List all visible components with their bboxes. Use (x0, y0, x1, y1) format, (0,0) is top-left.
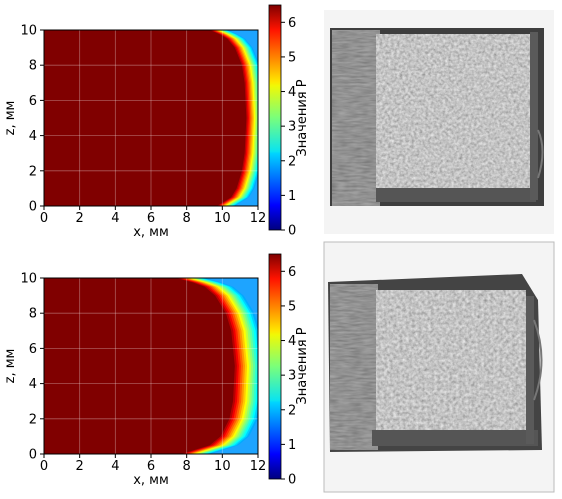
dark-end-region (330, 284, 378, 450)
z-tick-label: 10 (20, 24, 37, 39)
colorbar-tick-label: 0 (288, 224, 296, 239)
heatmap-contour (44, 278, 235, 454)
x-tick-label: 8 (183, 211, 191, 226)
z-tick-label: 4 (29, 377, 37, 392)
z-tick-label: 8 (29, 307, 37, 322)
x-tick-label: 0 (40, 459, 48, 474)
colorbar-tick-label: 6 (288, 265, 296, 280)
specimen-photo-top (324, 10, 554, 234)
z-tick-label: 4 (29, 129, 37, 144)
x-axis-label: x, мм (133, 225, 169, 240)
colorbar-label: Значения P (295, 79, 310, 156)
z-tick-label: 2 (29, 412, 37, 427)
colorbar (269, 5, 281, 230)
x-axis-ticks: 0 2 4 6 8 10 12 (40, 206, 266, 226)
x-tick-label: 2 (76, 459, 84, 474)
colorbar (269, 254, 281, 479)
z-tick-label: 8 (29, 59, 37, 74)
x-tick-label: 6 (147, 459, 155, 474)
z-axis-label: z, мм (3, 101, 18, 136)
specimen-wall-right (530, 32, 538, 200)
z-tick-label: 2 (29, 164, 37, 179)
z-tick-label: 6 (29, 342, 37, 357)
x-tick-label: 0 (40, 211, 48, 226)
x-tick-label: 10 (214, 459, 231, 474)
colorbar-tick-label: 5 (288, 50, 296, 65)
colorbar-tick-label: 1 (288, 438, 296, 453)
colorbar-tick-label: 6 (288, 16, 296, 31)
heatmap-bands (44, 30, 258, 206)
x-tick-label: 4 (111, 459, 119, 474)
x-tick-label: 12 (250, 211, 267, 226)
colorbar-tick-label: 2 (288, 403, 296, 418)
colorbar-tick-label: 0 (288, 473, 296, 488)
z-tick-label: 0 (29, 200, 37, 215)
heatmap-bands (44, 278, 258, 454)
colorbar-frame (268, 4, 282, 231)
heatmap-contour (44, 30, 247, 206)
specimen-wall-bottom (372, 430, 538, 446)
x-tick-label: 2 (76, 211, 84, 226)
colorbar-ticks: 0 1 2 3 4 5 6 (281, 265, 296, 488)
z-axis-label: z, мм (3, 349, 18, 384)
z-tick-label: 6 (29, 94, 37, 109)
z-tick-label: 0 (29, 448, 37, 463)
specimen-photo-bottom (323, 241, 555, 493)
z-axis-ticks: 0 2 4 6 8 10 (20, 272, 44, 463)
z-tick-label: 10 (20, 272, 37, 287)
colorbar-tick-label: 5 (288, 299, 296, 314)
colorbar-frame (268, 253, 282, 480)
specimen-lip (537, 129, 544, 179)
colorbar-tick-label: 4 (288, 334, 296, 349)
x-tick-label: 6 (147, 211, 155, 226)
colorbar-tick-label: 3 (288, 120, 296, 135)
x-tick-label: 12 (250, 459, 267, 474)
colorbar-tick-label: 2 (288, 154, 296, 169)
specimen-wall-bottom (376, 188, 536, 202)
x-tick-label: 4 (111, 211, 119, 226)
colorbar-tick-label: 3 (288, 369, 296, 384)
grid-lines (44, 278, 258, 454)
specimen-wall-right (526, 296, 534, 444)
grid-lines (44, 30, 258, 206)
granular-region (376, 290, 526, 432)
colorbar-label: Значения P (295, 327, 310, 404)
specimen-lip (533, 319, 543, 401)
colorbar-tick-label: 1 (288, 189, 296, 204)
x-axis-ticks: 0 2 4 6 8 10 12 (40, 454, 266, 474)
colorbar-tick-label: 4 (288, 85, 296, 100)
dark-end-region (332, 30, 380, 206)
z-axis-ticks: 0 2 4 6 8 10 (20, 24, 44, 215)
x-tick-label: 10 (214, 211, 231, 226)
granular-region (376, 34, 532, 190)
x-axis-label: x, мм (133, 473, 169, 488)
x-tick-label: 8 (183, 459, 191, 474)
colorbar-ticks: 0 1 2 3 4 5 6 (281, 16, 296, 239)
